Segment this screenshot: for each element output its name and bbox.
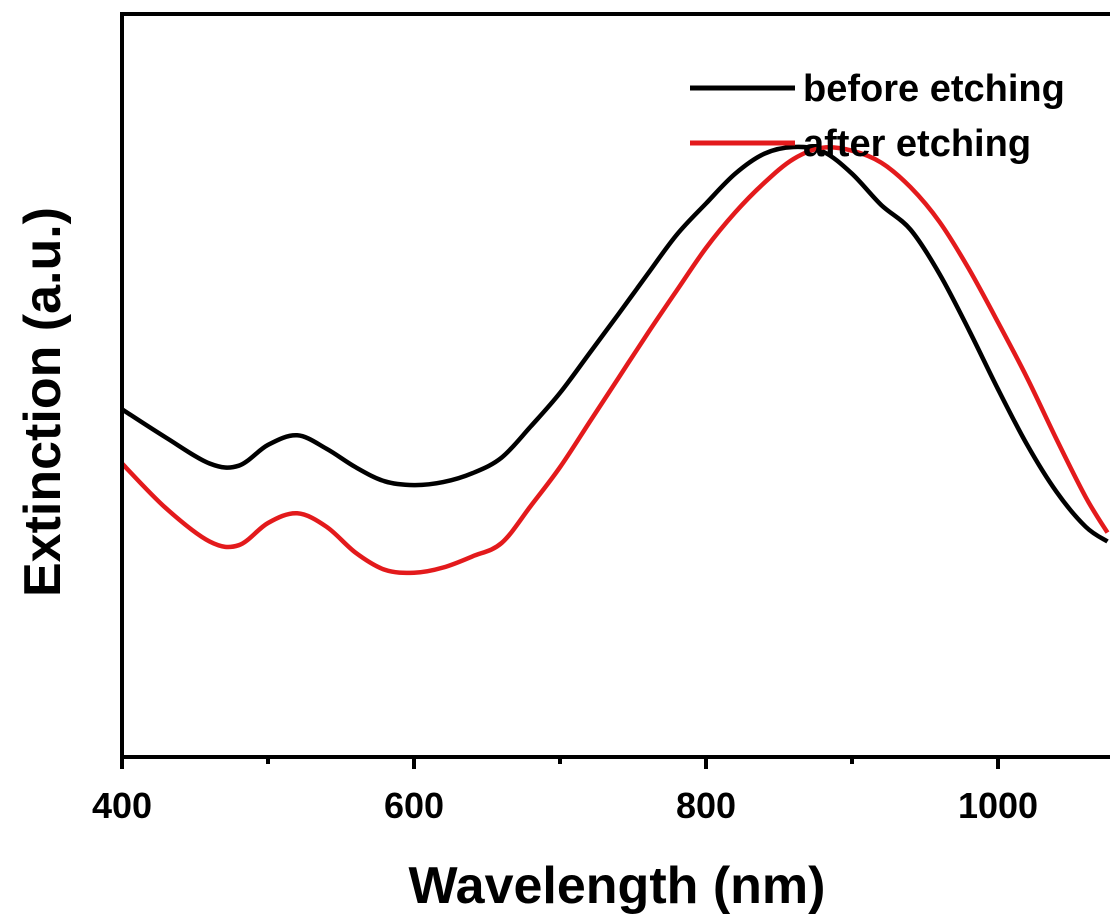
legend: before etching after etching — [690, 68, 1065, 165]
y-axis-title: Extinction (a.u.) — [14, 207, 72, 597]
legend-label-before-etching: before etching — [803, 68, 1065, 110]
plot-area — [122, 144, 1110, 576]
axes: 400 600 800 1000 — [92, 12, 1110, 826]
x-tick-label: 400 — [92, 785, 152, 826]
x-tick-label: 800 — [676, 785, 736, 826]
series-line-after-etching — [122, 145, 1110, 576]
x-tick-label: 1000 — [958, 785, 1038, 826]
series-line-before-etching — [122, 144, 1109, 544]
legend-label-after-etching: after etching — [803, 123, 1031, 165]
x-tick-label: 600 — [384, 785, 444, 826]
x-axis-title: Wavelength (nm) — [409, 857, 826, 915]
